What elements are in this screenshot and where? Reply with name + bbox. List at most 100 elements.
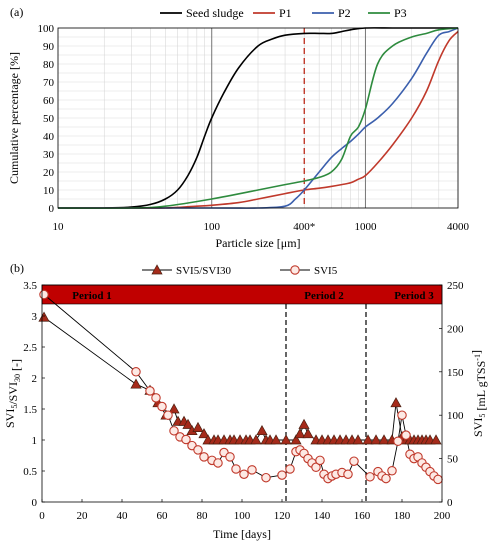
y-tick-label: 0.5 — [23, 466, 37, 478]
legend-label: SVI5/SVI30 — [176, 265, 232, 277]
y-tick-label: 3.5 — [23, 280, 37, 292]
panel-a-y-tick-labels: 0 10 20 30 40 50 60 70 80 90 100 — [38, 23, 55, 215]
panel-b-legend: SVI5/SVI30 SVI5 — [142, 264, 338, 277]
panel-a-label: (a) — [10, 5, 23, 19]
x-tick-label: 160 — [354, 510, 371, 522]
panel-b-left-y-tick-labels: 0 0.5 1 1.5 2 2.5 3 3.5 — [23, 280, 45, 509]
y-tick-label: 50 — [43, 113, 55, 125]
series-line-p3 — [57, 27, 459, 209]
y-tick-label: 150 — [447, 367, 464, 379]
y-tick-label: 1 — [32, 435, 38, 447]
period-label: Period 3 — [394, 290, 434, 302]
y-axis-label-part: /SVI — [6, 382, 20, 405]
legend-triangle-marker — [151, 264, 163, 275]
circle-marker — [151, 393, 161, 403]
circle-marker — [231, 464, 241, 474]
circle-marker — [381, 473, 391, 484]
y-axis-label-part: 5 — [478, 414, 487, 418]
triangle-marker — [270, 434, 282, 445]
panel-a-x-axis-label: Particle size [μm] — [215, 236, 300, 250]
x-tick-label: 60 — [157, 510, 169, 522]
y-tick-label: 80 — [43, 59, 55, 71]
x-tick-label: 120 — [274, 510, 291, 522]
circle-marker — [145, 386, 155, 396]
panel-b-svi-time: (b) SVI5/SVI30 SVI5 Period 1 Period 2 Perio… — [3, 261, 488, 541]
x-tick-label: 100 — [203, 221, 220, 233]
circle-marker — [315, 455, 325, 466]
panel-a-legend: Seed sludge P1 P2 P3 — [160, 6, 407, 20]
series-line-circle — [43, 294, 439, 480]
circle-marker — [285, 464, 295, 474]
y-tick-label: 0 — [49, 203, 55, 215]
period-label: Period 1 — [72, 290, 111, 302]
circle-marker — [169, 426, 179, 436]
x-tick-label: 4000 — [447, 221, 470, 233]
y-axis-label-part: [mL gTSS — [474, 361, 488, 414]
y-tick-label: 250 — [447, 280, 464, 292]
triangle-marker — [362, 434, 374, 445]
circle-marker — [401, 430, 411, 440]
y-axis-label-part: ] — [469, 350, 483, 354]
series-line-seed-sludge — [57, 27, 458, 209]
y-tick-label: 200 — [447, 323, 464, 335]
panel-b-series — [38, 289, 443, 485]
series-line-p2 — [57, 27, 459, 209]
period-band: Period 1 Period 2 Period 3 — [41, 284, 443, 305]
triangle-marker — [294, 428, 306, 439]
circle-marker — [397, 410, 407, 420]
triangle-marker — [280, 434, 292, 445]
triangle-marker — [250, 434, 262, 445]
legend-circle-marker — [290, 265, 300, 275]
legend-label: P3 — [394, 6, 407, 20]
triangle-marker — [192, 421, 204, 432]
circle-marker — [277, 470, 287, 480]
circle-marker — [261, 472, 271, 483]
y-tick-label: 2 — [32, 373, 38, 385]
panel-b-x-tick-labels: 0 20 40 60 80 100 120 140 160 180 200 — [39, 499, 451, 522]
triangle-marker — [256, 424, 268, 436]
y-axis-label-part: 5 — [10, 405, 19, 409]
series-line-triangle — [43, 316, 436, 441]
panel-a-particle-size: (a) 0 10 20 30 40 50 60 70 80 90 100 10 100 400* 1000… — [7, 5, 470, 250]
panel-b-left-y-axis-label: SVI5/SVI30 [-] — [3, 359, 23, 428]
y-tick-label: 90 — [43, 41, 55, 53]
panel-b-right-y-axis-label: SVI5 [mL gTSS-1] — [469, 350, 488, 437]
panel-a-y-axis-label: Cumulative percentage [%] — [7, 52, 21, 184]
legend-label: P1 — [279, 6, 292, 20]
triangle-marker — [370, 434, 382, 445]
y-axis-label-part: SVI — [471, 418, 485, 437]
triangle-marker — [430, 434, 442, 445]
circle-marker — [131, 367, 141, 377]
panel-b-x-axis-label: Time [days] — [213, 527, 271, 541]
triangle-marker — [290, 434, 302, 445]
legend-label: Seed sludge — [186, 6, 244, 20]
circle-marker — [213, 458, 223, 468]
circle-marker — [225, 452, 235, 462]
y-tick-label: 50 — [447, 454, 459, 466]
circle-marker — [181, 434, 191, 445]
y-tick-label: 30 — [43, 149, 55, 161]
circle-marker — [311, 462, 321, 473]
x-tick-label: 40 — [117, 510, 129, 522]
circle-marker — [157, 401, 167, 412]
panel-b-right-y-tick-labels: 0 50 100 150 200 250 — [439, 280, 464, 509]
circle-marker — [349, 456, 359, 466]
x-tick-label: 100 — [234, 510, 251, 522]
y-axis-label-part: SVI — [3, 409, 17, 428]
y-tick-label: 60 — [43, 95, 55, 107]
y-tick-label: 0 — [32, 497, 38, 509]
x-tick-label: 0 — [39, 510, 45, 522]
triangle-marker — [168, 403, 180, 414]
panel-a-plot-frame — [57, 27, 459, 209]
circle-marker — [433, 474, 443, 485]
panel-b-label: (b) — [10, 261, 24, 275]
x-tick-label: 10 — [53, 221, 65, 233]
x-tick-label: 20 — [77, 510, 89, 522]
circle-marker — [387, 466, 397, 476]
y-axis-label-part: [-] — [9, 359, 23, 374]
period-label: Period 2 — [304, 290, 344, 302]
x-tick-label: 180 — [394, 510, 411, 522]
panel-a-x-tick-labels: 10 100 400* 1000 4000 — [53, 221, 470, 233]
